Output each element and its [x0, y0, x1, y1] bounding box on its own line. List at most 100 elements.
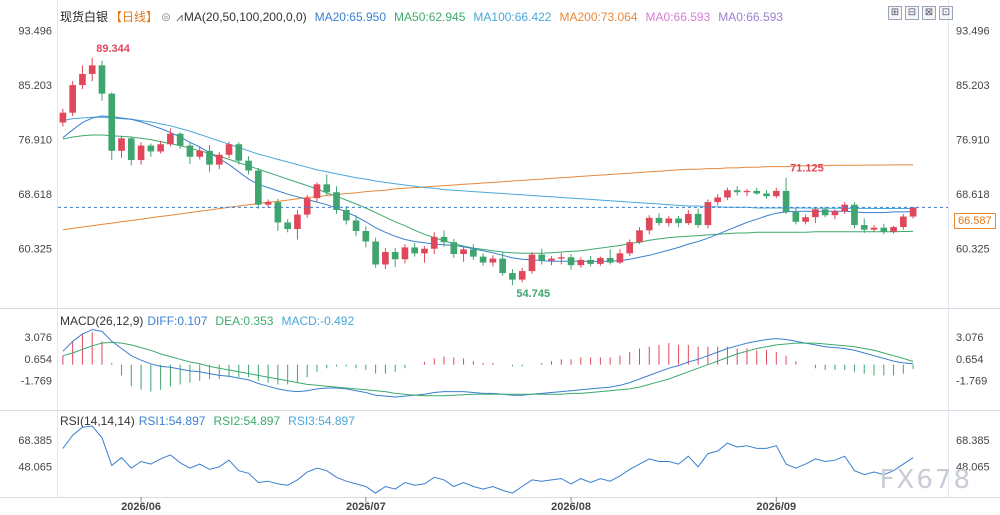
ma0-value-1: MA0:66.593 [645, 10, 711, 24]
price-legend: 现货白银 【日线】 ⊜ ⩘MA(20,50,100,200,0,0) MA20:65.9… [60, 8, 791, 25]
x-tick-label: 2026/07 [346, 501, 386, 513]
candle-body [626, 242, 634, 254]
recent-high-label: 71.125 [790, 163, 824, 175]
rsi-line [62, 425, 914, 494]
candle-body [362, 230, 370, 242]
candle-body [772, 190, 780, 197]
candle-body [196, 150, 204, 157]
ma200-value: MA200:73.064 [559, 10, 638, 24]
candle-body [557, 257, 565, 259]
candle-body [79, 73, 86, 86]
candle-body [460, 249, 467, 254]
macd-tick-left: 0.654 [24, 354, 52, 366]
price-tick-left: 60.325 [18, 244, 52, 256]
x-tick-label: 2026/09 [756, 501, 796, 513]
candle-body [548, 258, 555, 261]
candle-body [108, 93, 116, 151]
period-label[interactable]: 【日线】 [110, 10, 159, 24]
ma-icon: ⩘ [176, 10, 183, 24]
candle-body [147, 145, 155, 152]
rsi2-value: RSI2:54.897 [213, 414, 281, 428]
candle-body [860, 225, 868, 230]
ma100-line [62, 116, 914, 209]
macd-tick-right: 0.654 [956, 354, 984, 366]
macd-legend: MACD(26,12,9) DIFF:0.107 DEA:0.353 MACD:-0.… [60, 314, 362, 328]
ma200-line [62, 164, 914, 231]
macd-tick-right: 3.076 [956, 332, 984, 344]
settings-icon[interactable]: ⊜ [161, 10, 172, 24]
candle-body [743, 190, 751, 193]
price-tick-left: 93.496 [18, 26, 52, 38]
symbol-name: 现货白银 [60, 10, 109, 24]
candle-body [235, 144, 243, 161]
candle-body [812, 209, 819, 218]
ma100-value: MA100:66.422 [473, 10, 552, 24]
candle-body [694, 213, 702, 226]
zoom-out-icon[interactable]: ⊟ [905, 6, 919, 20]
candle-body [802, 217, 809, 222]
candle-body [479, 256, 487, 263]
price-tick-left: 68.618 [18, 189, 52, 201]
candle-body [225, 144, 233, 155]
candle-body [909, 207, 917, 217]
candle-body [440, 236, 448, 243]
rsi-title: RSI(14,14,14) [60, 414, 135, 428]
candle-body [430, 236, 438, 249]
close-panel-icon[interactable]: ⊠ [922, 6, 936, 20]
candle-body [499, 258, 506, 274]
candle-body [851, 204, 858, 226]
price-tick-right: 85.203 [956, 80, 990, 92]
ma20-line [62, 115, 914, 262]
zoom-in-icon[interactable]: ⊞ [888, 6, 902, 20]
x-tick-label: 2026/08 [551, 501, 591, 513]
candle-body [157, 144, 164, 152]
macd-tick-left: -1.769 [21, 376, 52, 388]
candle-body [245, 160, 252, 171]
ma0-value-2: MA0:66.593 [718, 10, 783, 24]
candle-body [645, 217, 653, 231]
candle-body [118, 138, 125, 151]
candle-body [274, 202, 282, 223]
candle-body [167, 133, 174, 145]
candle-body [567, 257, 575, 266]
x-tick-label: 2026/06 [121, 501, 161, 513]
candle-body [528, 254, 536, 272]
macd-diff: DIFF:0.107 [147, 314, 208, 328]
candle-body [704, 202, 712, 226]
candle-body [255, 170, 262, 205]
candle-body [382, 252, 389, 265]
candle-body [372, 241, 379, 265]
candle-body [792, 211, 800, 222]
candle-body [753, 190, 761, 194]
candle-body [98, 65, 106, 94]
candle-body [900, 216, 907, 228]
candle-body [509, 273, 516, 280]
candle-body [821, 209, 829, 216]
candle-body [714, 197, 721, 203]
candle-body [675, 218, 682, 224]
candle-body [450, 242, 458, 254]
high-label: 89.344 [96, 43, 131, 55]
candle-body [606, 257, 614, 263]
rsi-tick-right: 68.385 [956, 435, 990, 447]
candle-body [411, 247, 419, 254]
price-tick-right: 60.325 [956, 244, 990, 256]
candle-body [636, 230, 643, 243]
ma-settings: MA(20,50,100,200,0,0) [183, 10, 307, 24]
rsi-tick-left: 68.385 [18, 435, 52, 447]
price-tick-left: 76.910 [18, 135, 52, 147]
candle-body [88, 65, 96, 74]
macd-title: MACD(26,12,9) [60, 314, 144, 328]
price-tick-right: 76.910 [956, 135, 990, 147]
candle-body [841, 204, 849, 212]
candle-body [782, 190, 790, 212]
fullscreen-icon[interactable]: ⊡ [939, 6, 953, 20]
rsi3-value: RSI3:54.897 [288, 414, 355, 428]
watermark: FX678 [879, 465, 972, 495]
candle-body [831, 211, 839, 216]
candle-body [597, 257, 604, 264]
candle-body [137, 145, 145, 161]
candle-body [401, 247, 409, 260]
price-tick-left: 85.203 [18, 80, 52, 92]
